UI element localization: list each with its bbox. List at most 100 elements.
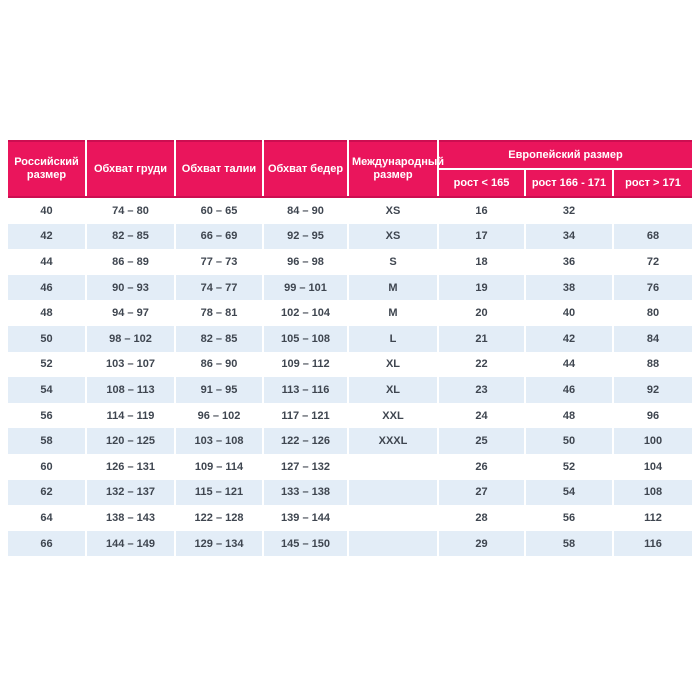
cell-height-166-171: 46 bbox=[525, 377, 614, 403]
header-row-sub: рост < 165 рост 166 - 171 рост > 171 bbox=[8, 169, 692, 198]
cell-international bbox=[348, 505, 439, 531]
table-body: 40 74 – 80 60 – 65 84 – 90 XS 16 32 42 82 – 85 6… bbox=[8, 197, 692, 557]
table-row: 40 74 – 80 60 – 65 84 – 90 XS 16 32 bbox=[8, 197, 692, 224]
cell-chest: 144 – 149 bbox=[86, 530, 176, 557]
cell-height-166-171: 32 bbox=[525, 197, 614, 224]
cell-height-gt-171: 92 bbox=[613, 377, 692, 403]
cell-hips: 127 – 132 bbox=[263, 453, 349, 480]
cell-height-166-171: 40 bbox=[525, 300, 614, 326]
cell-hips: 117 – 121 bbox=[263, 402, 349, 429]
table-row: 46 90 – 93 74 – 77 99 – 101 M 19 38 76 bbox=[8, 274, 692, 301]
cell-chest: 108 – 113 bbox=[86, 377, 176, 403]
cell-hips: 133 – 138 bbox=[263, 479, 349, 506]
cell-waist: 96 – 102 bbox=[175, 402, 264, 429]
table-header: Российский размер Обхват груди Обхват та… bbox=[8, 140, 692, 198]
table-row: 50 98 – 102 82 – 85 105 – 108 L 21 42 84 bbox=[8, 325, 692, 352]
cell-height-166-171: 52 bbox=[525, 453, 614, 480]
header-russian-size: Российский размер bbox=[8, 140, 87, 198]
cell-international bbox=[348, 453, 439, 480]
cell-russian-size: 52 bbox=[8, 351, 87, 378]
cell-height-166-171: 58 bbox=[525, 530, 614, 557]
cell-chest: 126 – 131 bbox=[86, 453, 176, 480]
cell-height-lt-165: 26 bbox=[438, 453, 526, 480]
cell-waist: 103 – 108 bbox=[175, 428, 264, 454]
table-row: 58 120 – 125 103 – 108 122 – 126 XXXL 25 50 100 bbox=[8, 428, 692, 454]
cell-hips: 145 – 150 bbox=[263, 530, 349, 557]
cell-height-gt-171: 116 bbox=[613, 530, 692, 557]
cell-height-lt-165: 28 bbox=[438, 505, 526, 531]
cell-hips: 105 – 108 bbox=[263, 325, 349, 352]
table-row: 56 114 – 119 96 – 102 117 – 121 XXL 24 48 96 bbox=[8, 402, 692, 429]
table-row: 64 138 – 143 122 – 128 139 – 144 28 56 112 bbox=[8, 505, 692, 531]
cell-russian-size: 44 bbox=[8, 249, 87, 275]
cell-chest: 120 – 125 bbox=[86, 428, 176, 454]
header-hips: Обхват бедер bbox=[263, 140, 349, 198]
cell-international: L bbox=[348, 325, 439, 352]
cell-height-166-171: 48 bbox=[525, 402, 614, 429]
cell-chest: 86 – 89 bbox=[86, 249, 176, 275]
header-chest: Обхват груди bbox=[86, 140, 176, 198]
cell-height-gt-171: 76 bbox=[613, 274, 692, 301]
cell-chest: 114 – 119 bbox=[86, 402, 176, 429]
cell-height-lt-165: 25 bbox=[438, 428, 526, 454]
cell-hips: 113 – 116 bbox=[263, 377, 349, 403]
cell-height-lt-165: 29 bbox=[438, 530, 526, 557]
header-waist: Обхват талии bbox=[175, 140, 264, 198]
cell-waist: 77 – 73 bbox=[175, 249, 264, 275]
cell-height-gt-171: 84 bbox=[613, 325, 692, 352]
cell-hips: 139 – 144 bbox=[263, 505, 349, 531]
table-row: 48 94 – 97 78 – 81 102 – 104 M 20 40 80 bbox=[8, 300, 692, 326]
table-row: 54 108 – 113 91 – 95 113 – 116 XL 23 46 92 bbox=[8, 377, 692, 403]
cell-hips: 92 – 95 bbox=[263, 223, 349, 250]
cell-waist: 78 – 81 bbox=[175, 300, 264, 326]
cell-height-lt-165: 22 bbox=[438, 351, 526, 378]
cell-waist: 86 – 90 bbox=[175, 351, 264, 378]
cell-russian-size: 40 bbox=[8, 197, 87, 224]
cell-russian-size: 46 bbox=[8, 274, 87, 301]
cell-waist: 66 – 69 bbox=[175, 223, 264, 250]
cell-height-lt-165: 16 bbox=[438, 197, 526, 224]
cell-hips: 122 – 126 bbox=[263, 428, 349, 454]
cell-height-166-171: 36 bbox=[525, 249, 614, 275]
cell-height-gt-171: 108 bbox=[613, 479, 692, 506]
header-height-166-171: рост 166 - 171 bbox=[525, 169, 614, 198]
cell-height-lt-165: 19 bbox=[438, 274, 526, 301]
cell-height-166-171: 56 bbox=[525, 505, 614, 531]
cell-chest: 90 – 93 bbox=[86, 274, 176, 301]
cell-russian-size: 48 bbox=[8, 300, 87, 326]
cell-height-gt-171: 80 bbox=[613, 300, 692, 326]
cell-height-166-171: 34 bbox=[525, 223, 614, 250]
cell-height-lt-165: 27 bbox=[438, 479, 526, 506]
cell-russian-size: 56 bbox=[8, 402, 87, 429]
table-row: 52 103 – 107 86 – 90 109 – 112 XL 22 44 88 bbox=[8, 351, 692, 378]
cell-waist: 74 – 77 bbox=[175, 274, 264, 301]
cell-height-lt-165: 23 bbox=[438, 377, 526, 403]
cell-international: XXL bbox=[348, 402, 439, 429]
cell-waist: 115 – 121 bbox=[175, 479, 264, 506]
table-row: 66 144 – 149 129 – 134 145 – 150 29 58 116 bbox=[8, 530, 692, 557]
cell-height-lt-165: 18 bbox=[438, 249, 526, 275]
cell-international: XL bbox=[348, 377, 439, 403]
cell-chest: 138 – 143 bbox=[86, 505, 176, 531]
cell-height-gt-171: 72 bbox=[613, 249, 692, 275]
cell-height-166-171: 38 bbox=[525, 274, 614, 301]
cell-hips: 99 – 101 bbox=[263, 274, 349, 301]
cell-international bbox=[348, 479, 439, 506]
cell-russian-size: 60 bbox=[8, 453, 87, 480]
table-row: 62 132 – 137 115 – 121 133 – 138 27 54 108 bbox=[8, 479, 692, 506]
header-international-size: Международный размер bbox=[348, 140, 444, 198]
cell-height-166-171: 44 bbox=[525, 351, 614, 378]
cell-russian-size: 62 bbox=[8, 479, 87, 506]
cell-chest: 82 – 85 bbox=[86, 223, 176, 250]
cell-international: XS bbox=[348, 223, 439, 250]
header-height-gt-171: рост > 171 bbox=[613, 169, 692, 198]
cell-height-gt-171: 88 bbox=[613, 351, 692, 378]
cell-russian-size: 58 bbox=[8, 428, 87, 454]
cell-international: M bbox=[348, 274, 439, 301]
cell-chest: 98 – 102 bbox=[86, 325, 176, 352]
cell-international: XXXL bbox=[348, 428, 439, 454]
header-height-lt-165: рост < 165 bbox=[438, 169, 526, 198]
cell-height-gt-171: 100 bbox=[613, 428, 692, 454]
cell-height-lt-165: 20 bbox=[438, 300, 526, 326]
cell-height-166-171: 42 bbox=[525, 325, 614, 352]
